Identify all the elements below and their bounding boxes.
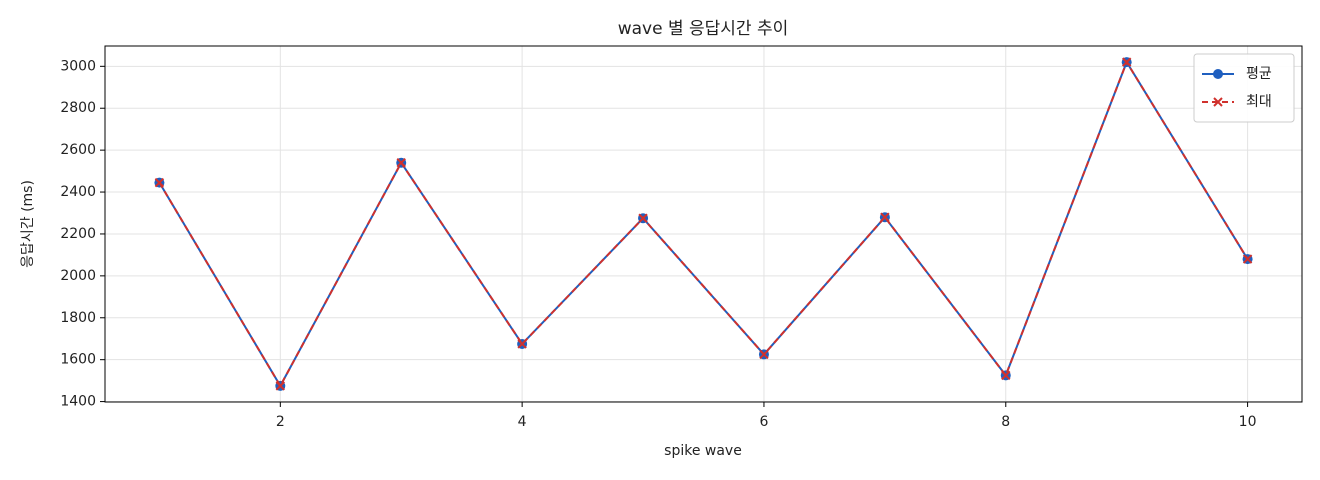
marker (880, 212, 890, 222)
marker (517, 339, 527, 349)
x-tick-label: 10 (1239, 414, 1257, 430)
y-axis-label: 응답시간 (ms) (20, 180, 36, 268)
y-tick-label: 1600 (60, 352, 96, 368)
y-tick-label: 1400 (60, 394, 96, 410)
y-tick-label: 2600 (60, 142, 96, 158)
legend-box (1193, 53, 1295, 123)
marker (1121, 57, 1132, 67)
series-line (158, 59, 1249, 388)
y-tick-label: 2000 (60, 268, 96, 284)
chart-title: wave 별 응답시간 추이 (618, 19, 789, 39)
marker (275, 381, 286, 391)
legend-label: 최대 (1246, 94, 1272, 110)
x-tick-label: 4 (518, 414, 527, 430)
x-tick-label: 2 (276, 414, 285, 430)
y-tick-label: 3000 (60, 58, 96, 74)
legend-marker (1213, 69, 1223, 79)
y-tick-label: 2200 (60, 226, 96, 242)
y-tick-label: 2400 (60, 184, 96, 200)
marker (1242, 254, 1253, 264)
x-tick-label: 6 (759, 414, 768, 430)
x-tick-label: 8 (1001, 414, 1010, 430)
y-tick-label: 1800 (60, 310, 96, 326)
marker (1001, 370, 1011, 381)
x-axis-label: spike wave (664, 443, 742, 459)
marker (154, 177, 165, 188)
marker (638, 213, 648, 223)
marker (396, 158, 406, 168)
plot-frame (104, 45, 1303, 403)
y-tick-label: 2800 (60, 100, 96, 116)
legend-label: 평균 (1246, 66, 1272, 82)
legend-marker (1213, 97, 1223, 107)
marker (759, 349, 769, 360)
series-line (158, 59, 1249, 388)
